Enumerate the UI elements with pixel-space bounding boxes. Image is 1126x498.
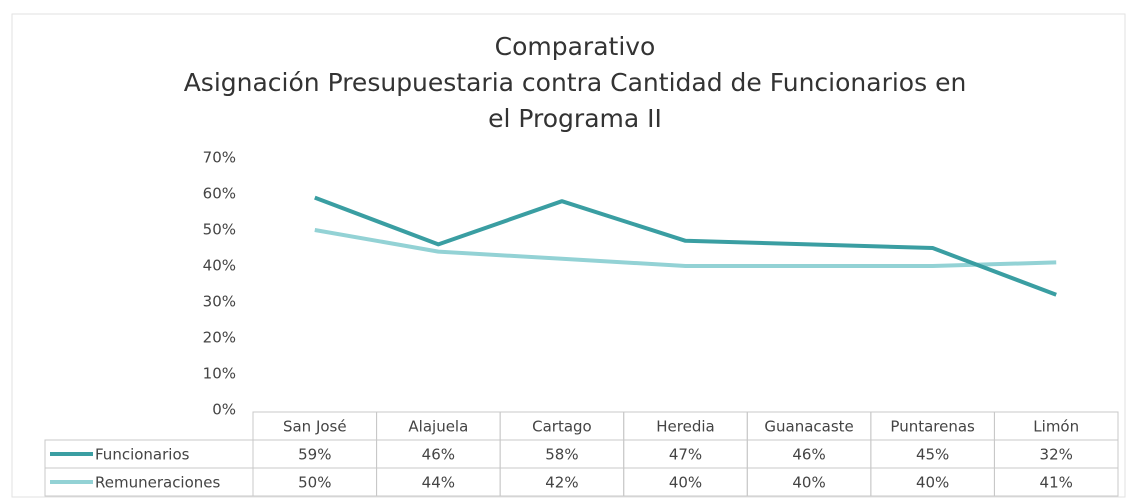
data-label: 58% <box>545 446 578 464</box>
y-tick-label: 40% <box>203 257 236 275</box>
data-label: 32% <box>1040 446 1073 464</box>
series-line <box>314 195 1057 297</box>
x-tick-label: Limón <box>1033 418 1079 436</box>
data-label: 40% <box>669 474 702 492</box>
data-label: 45% <box>916 446 949 464</box>
x-tick-label: Cartago <box>532 418 592 436</box>
y-tick-label: 0% <box>212 401 236 419</box>
table-cell <box>993 467 1119 497</box>
y-tick-label: 10% <box>203 365 236 383</box>
data-label: 40% <box>792 474 825 492</box>
data-label: 41% <box>1040 474 1073 492</box>
series-line <box>314 228 1057 268</box>
legend-label: Remuneraciones <box>95 474 221 492</box>
x-tick-label: Heredia <box>656 418 714 436</box>
x-tick-label: Guanacaste <box>764 418 853 436</box>
chart-title: Comparativo <box>495 32 656 61</box>
y-tick-label: 30% <box>203 293 236 311</box>
y-tick-label: 20% <box>203 329 236 347</box>
y-tick-label: 60% <box>203 185 236 203</box>
data-label: 46% <box>792 446 825 464</box>
chart-title: Asignación Presupuestaria contra Cantida… <box>184 68 967 97</box>
data-label: 47% <box>669 446 702 464</box>
data-label: 50% <box>298 474 331 492</box>
y-tick-label: 70% <box>203 149 236 167</box>
x-tick-label: San José <box>283 418 347 436</box>
data-label: 42% <box>545 474 578 492</box>
chart-frame <box>11 13 1126 498</box>
x-tick-label: Puntarenas <box>890 418 975 436</box>
y-tick-label: 50% <box>203 221 236 239</box>
chart-title: el Programa II <box>488 104 662 133</box>
data-label: 46% <box>422 446 455 464</box>
data-label: 44% <box>422 474 455 492</box>
x-tick-label: Alajuela <box>408 418 468 436</box>
legend-label: Funcionarios <box>95 446 190 464</box>
data-label: 40% <box>916 474 949 492</box>
data-label: 59% <box>298 446 331 464</box>
